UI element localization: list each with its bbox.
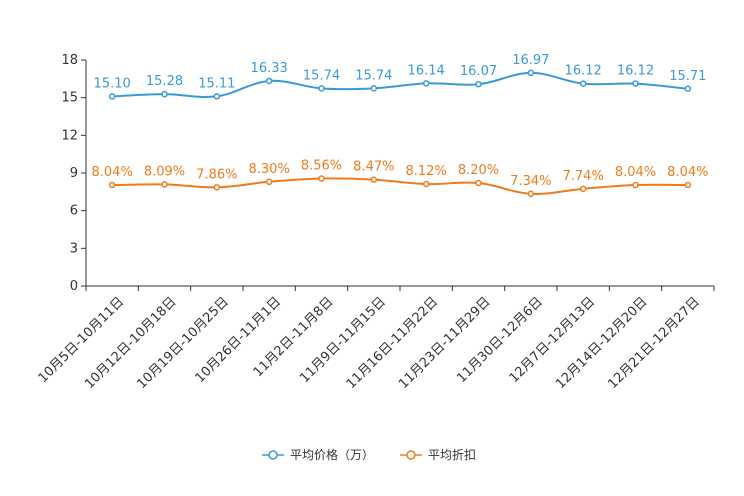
data-point <box>370 176 378 183</box>
series-2: 8.04% 8.09% 7.86% 8.30% 8.56% 8.47% 8.12% 8.20%… <box>92 159 708 198</box>
data-label: 8.09% <box>144 164 185 179</box>
chart-legend: 平均价格（万） 平均折扣 <box>262 447 476 462</box>
data-point <box>632 181 639 189</box>
data-point <box>161 181 168 188</box>
data-point <box>422 180 430 188</box>
legend-marker <box>268 450 278 460</box>
data-label: 8.20% <box>458 163 499 178</box>
data-label: 7.34% <box>510 174 551 189</box>
data-point <box>684 181 692 189</box>
data-label: 8.56% <box>301 159 342 174</box>
y-tick-label: 18 <box>61 53 78 68</box>
data-point <box>527 69 535 77</box>
data-label: 15.11 <box>198 76 235 91</box>
data-label: 8.12% <box>406 164 447 179</box>
data-label: 15.71 <box>669 69 706 84</box>
data-label: 15.74 <box>355 68 392 83</box>
legend-label: 平均折扣 <box>428 447 476 462</box>
data-point <box>108 181 116 189</box>
data-label: 15.74 <box>303 68 340 83</box>
legend-item-1: 平均价格（万） <box>262 447 374 462</box>
data-point <box>318 85 325 92</box>
chart-axes: 0 3 6 9 12 15 18 10月5日-10月11日10月12日-10月18日10月19… <box>36 53 715 392</box>
data-point <box>527 190 535 198</box>
data-point <box>318 175 325 182</box>
x-tick-label: 11月16日-11月22日 <box>344 294 441 391</box>
data-label: 8.30% <box>249 162 290 177</box>
data-label: 8.04% <box>615 165 656 180</box>
data-label: 7.86% <box>196 167 237 182</box>
data-point <box>579 185 587 193</box>
x-tick-label: 11月23日-11月29日 <box>396 294 493 391</box>
legend-item-2: 平均折扣 <box>400 447 476 462</box>
data-point <box>475 80 482 88</box>
data-label: 16.12 <box>565 64 602 79</box>
legend-marker <box>406 450 416 460</box>
data-label: 8.47% <box>353 160 394 175</box>
data-point <box>579 80 587 87</box>
data-label: 16.97 <box>512 53 549 68</box>
y-tick-label: 3 <box>70 241 78 256</box>
x-tick-label: 12月21日-12月27日 <box>605 294 702 391</box>
data-label: 15.10 <box>94 76 131 91</box>
data-point <box>108 93 116 100</box>
y-tick-label: 0 <box>70 279 78 294</box>
data-point <box>161 90 168 98</box>
data-label: 16.33 <box>251 61 288 76</box>
data-label: 16.12 <box>617 64 654 79</box>
x-tick-label: 10月5日-10月11日 <box>36 294 128 386</box>
data-point <box>370 85 378 92</box>
legend-label: 平均价格（万） <box>290 447 374 462</box>
data-label: 8.04% <box>92 165 133 180</box>
data-point <box>213 184 221 191</box>
chart-series: 15.10 15.28 15.11 16.33 15.74 15.74 16.14 16.07… <box>92 53 708 198</box>
data-label: 8.04% <box>667 165 708 180</box>
data-label: 7.74% <box>563 169 604 184</box>
y-tick-label: 15 <box>61 91 78 106</box>
series-1: 15.10 15.28 15.11 16.33 15.74 15.74 16.14 16.07… <box>94 53 706 100</box>
data-point <box>422 80 430 87</box>
x-tick-label: 10月19日-10月25日 <box>134 294 231 391</box>
series-line <box>112 177 688 195</box>
data-label: 16.14 <box>408 63 445 78</box>
y-tick-label: 9 <box>70 166 78 181</box>
series-line <box>112 71 688 98</box>
x-tick-label: 12月14日-12月20日 <box>553 294 650 391</box>
data-point <box>213 93 221 100</box>
data-point <box>684 85 692 93</box>
data-point <box>632 80 639 87</box>
y-tick-label: 12 <box>61 128 78 143</box>
data-point <box>265 77 273 85</box>
y-tick-label: 6 <box>70 204 78 219</box>
data-label: 16.07 <box>460 64 497 79</box>
data-point <box>265 178 273 186</box>
data-label: 15.28 <box>146 74 183 89</box>
data-point <box>475 179 482 187</box>
x-tick-label: 10月12日-10月18日 <box>82 294 179 391</box>
